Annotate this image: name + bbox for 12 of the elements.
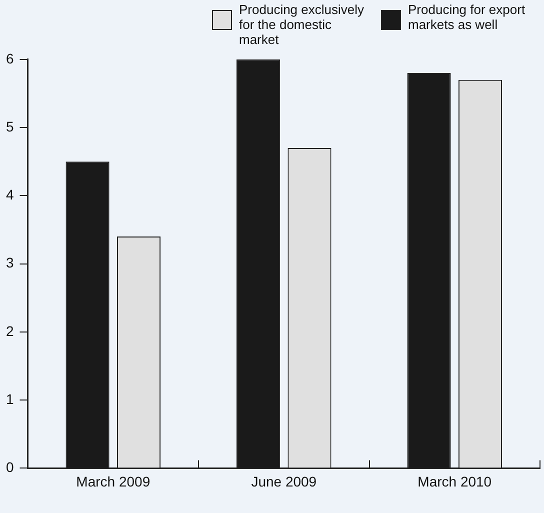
x-tick-label: March 2010 <box>418 473 492 490</box>
y-tick-label: 2 <box>6 322 14 339</box>
y-tick-label: 3 <box>6 254 14 271</box>
x-tick-label: March 2009 <box>76 473 150 490</box>
y-tick-label: 4 <box>6 186 14 203</box>
x-tick-label: June 2009 <box>251 473 317 490</box>
legend-label: Producing exclusively for the domestic market <box>239 2 366 47</box>
y-tick-label: 6 <box>6 50 14 66</box>
y-tick-label: 0 <box>6 459 14 476</box>
y-tick-label: 5 <box>6 118 14 134</box>
legend-label: Producing for export markets as well <box>408 2 526 32</box>
y-tick-label: 1 <box>6 390 14 407</box>
